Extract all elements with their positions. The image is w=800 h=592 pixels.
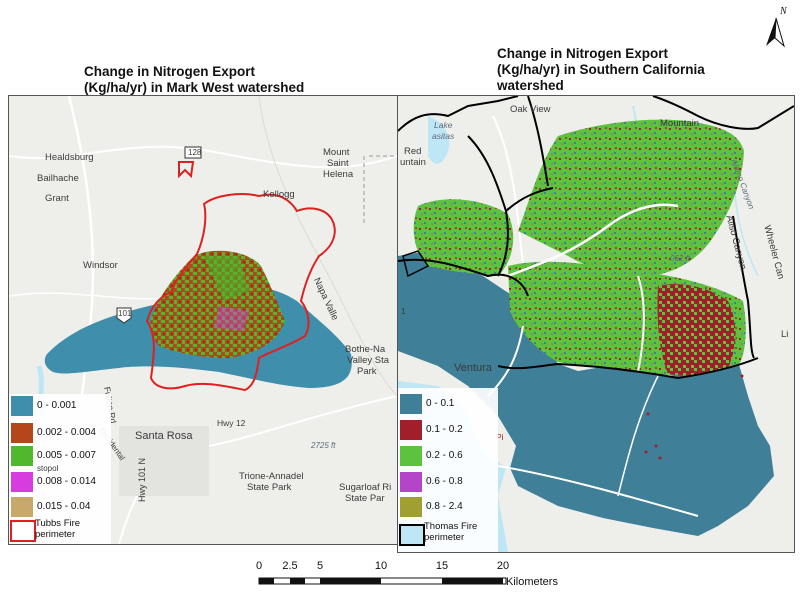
scale-tick-label: 2.5 (282, 560, 298, 572)
right-title-line-1: Change in Nitrogen Export (497, 46, 669, 61)
legend-label: 0 - 0.1 (426, 398, 455, 409)
legend-swatch (11, 396, 33, 416)
place-elev-2725: 2725 ft (311, 441, 336, 450)
place-bothe-3: Park (357, 366, 377, 377)
legend-swatch (400, 497, 422, 517)
legend-swatch (11, 423, 33, 443)
mark-west-map-canvas (9, 96, 397, 544)
left-title-line-2: (Kg/ha/yr) in Mark West watershed (84, 80, 305, 95)
place-pi: Pi (496, 432, 504, 442)
left-map-title: Change in Nitrogen Export (Kg/ha/yr) in … (84, 64, 304, 96)
southern-california-map-canvas (398, 96, 794, 552)
legend-label: 0.2 - 0.6 (426, 450, 463, 461)
place-mount: Mount (323, 147, 350, 158)
scale-tick-label: 15 (435, 560, 449, 572)
place-bothe-2: Valley Sta (347, 355, 390, 366)
place-hwy-12: Hwy 12 (217, 418, 246, 428)
place-windsor: Windsor (83, 260, 118, 271)
scale-tick-label: 20 (496, 560, 510, 572)
place-trione-2: State Park (247, 482, 292, 493)
tubbs-perimeter-swatch (10, 520, 36, 542)
legend-label: 0.002 - 0.004 (37, 427, 96, 438)
scale-tick-label: 0 (255, 560, 263, 572)
place-bothe-1: Bothe-Na (345, 344, 386, 355)
mark-west-map[interactable]: Healdsburg Bailhache Grant Windsor Kello… (8, 95, 398, 545)
legend-label: 0.015 - 0.04 (37, 501, 91, 512)
scale-bar-graphic (258, 577, 507, 585)
legend-swatch (11, 497, 33, 517)
place-red: Red (404, 146, 422, 157)
legend-swatch (400, 446, 422, 466)
legend-swatch (11, 446, 33, 466)
north-arrow-icon: N (766, 6, 788, 48)
southern-california-legend: 0 - 0.1 0.1 - 0.2 0.2 - 0.6 0.6 - 0.8 0.… (398, 388, 498, 552)
place-healdsburg: Healdsburg (45, 152, 94, 163)
scale-bar: 0 2.5 5 10 15 20 Kilometers (250, 560, 580, 590)
hwy-101-label: 101 (118, 309, 132, 318)
place-santa-rosa: Santa Rosa (135, 430, 193, 442)
legend-label: 0.8 - 2.4 (426, 501, 463, 512)
thomas-perimeter-label: Thomas Fire perimeter (424, 521, 477, 543)
southern-california-map[interactable]: Oak View Lake asitas Red untain Mountain… (397, 95, 795, 553)
place-sugarloaf-2: State Par (345, 493, 385, 504)
legend-label: 0 - 0.001 (37, 400, 77, 411)
tubbs-perimeter-label-1: Tubbs Fire (35, 518, 81, 529)
north-arrow: N (760, 4, 790, 50)
right-map-title: Change in Nitrogen Export (Kg/ha/yr) in … (497, 46, 705, 94)
thomas-perimeter-swatch (399, 524, 425, 546)
legend-label: 0.6 - 0.8 (426, 476, 463, 487)
place-helena: Helena (323, 169, 354, 180)
legend-swatch (11, 472, 33, 492)
hwy-128-label: 128 (188, 148, 202, 157)
place-casitas: asitas (432, 131, 455, 141)
legend-label: 0.005 - 0.007 (37, 450, 96, 461)
legend-swatch (400, 472, 422, 492)
place-sebastopol: stopol (37, 464, 59, 473)
place-trione-1: Trione-Annadel (239, 471, 304, 482)
left-title-line-1: Change in Nitrogen Export (84, 64, 256, 79)
place-lake: Lake (434, 120, 453, 130)
scale-units-label: Kilometers (506, 576, 558, 588)
place-oak-view: Oak View (510, 104, 551, 115)
legend-label: 0.008 - 0.014 (37, 476, 96, 487)
legend-swatch (400, 420, 422, 440)
place-elev-062: 062 ft (670, 254, 691, 263)
legend-swatch (400, 394, 422, 414)
tubbs-perimeter-label: Tubbs Fire perimeter (35, 518, 80, 540)
right-title-line-3: watershed (497, 78, 564, 93)
place-hwy-101-n: Hwy 101 N (137, 457, 147, 502)
place-mountain-top: Mountain (660, 118, 700, 129)
place-grant: Grant (45, 193, 69, 204)
right-title-line-2: (Kg/ha/yr) in Southern California (497, 62, 705, 77)
hwy-1-label: 1 (401, 307, 406, 316)
legend-label: 0.1 - 0.2 (426, 424, 463, 435)
place-bailhache: Bailhache (37, 173, 79, 184)
place-ventura: Ventura (454, 362, 492, 374)
place-kellogg: Kellogg (263, 189, 295, 200)
thomas-perimeter-label-2: perimeter (424, 532, 465, 543)
scale-tick-label: 5 (316, 560, 324, 572)
mark-west-legend: 0 - 0.001 0.002 - 0.004 0.005 - 0.007 st… (9, 394, 111, 544)
thomas-perimeter-label-1: Thomas Fire (424, 521, 478, 532)
north-label: N (779, 6, 788, 17)
tubbs-perimeter-label-2: perimeter (35, 529, 76, 540)
place-saint: Saint (327, 158, 349, 169)
place-red-mountain: untain (400, 157, 426, 168)
place-li: Li (781, 329, 789, 340)
place-sugarloaf-1: Sugarloaf Ri (339, 482, 392, 493)
scale-tick-label: 10 (374, 560, 388, 572)
